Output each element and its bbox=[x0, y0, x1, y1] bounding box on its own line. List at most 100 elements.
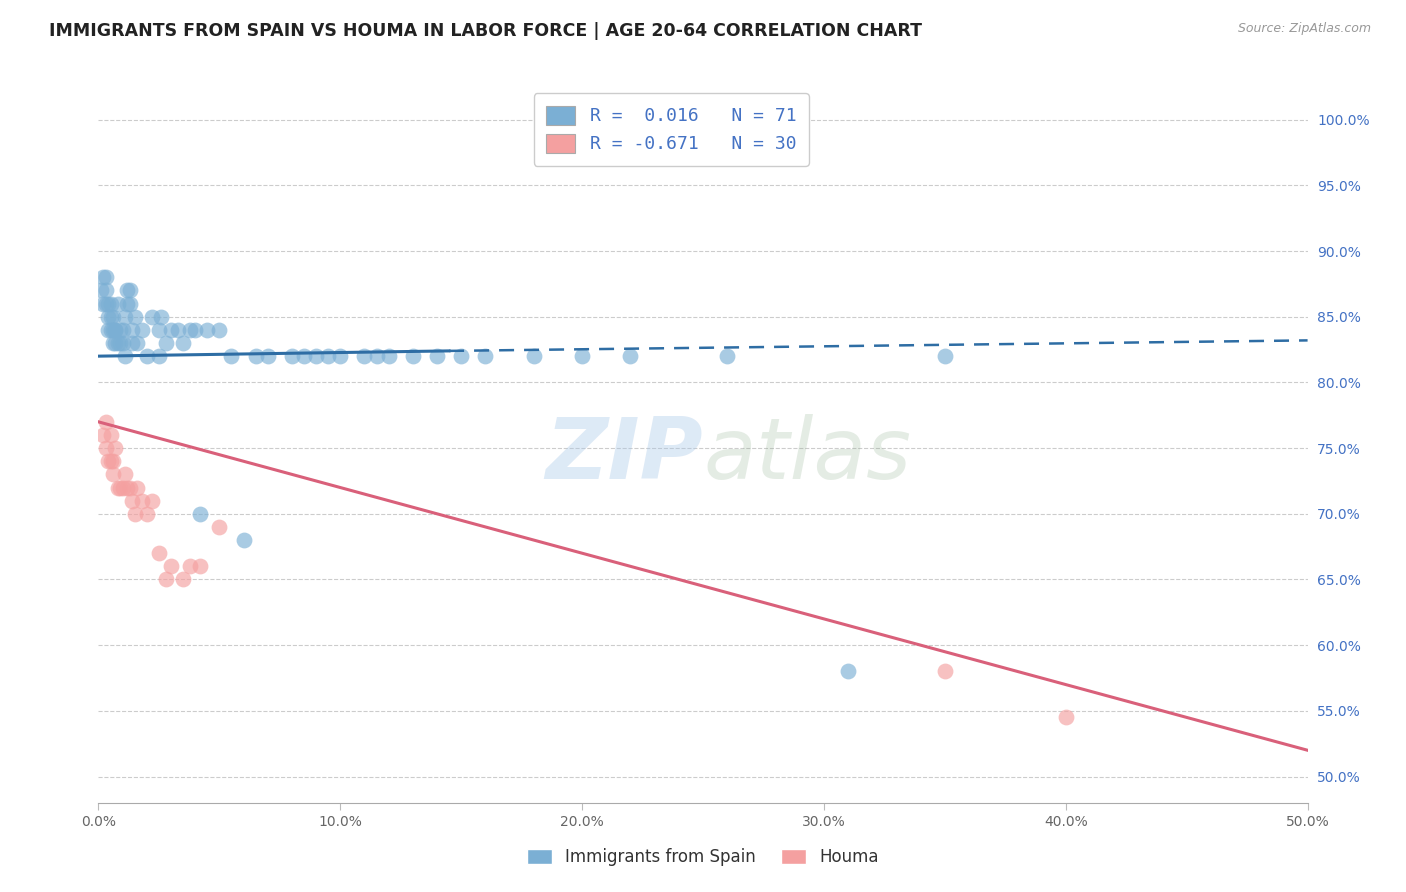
Point bbox=[91, 296, 114, 310]
Point bbox=[97, 296, 120, 310]
Point bbox=[256, 349, 278, 363]
Point bbox=[141, 493, 163, 508]
Point bbox=[232, 533, 254, 547]
Point bbox=[131, 493, 153, 508]
Point bbox=[195, 323, 218, 337]
Point bbox=[1054, 710, 1077, 724]
Point bbox=[101, 323, 124, 337]
Point bbox=[188, 559, 211, 574]
Point bbox=[101, 310, 124, 324]
Point bbox=[366, 349, 388, 363]
Point bbox=[127, 336, 149, 351]
Point bbox=[100, 310, 122, 324]
Point bbox=[450, 349, 472, 363]
Point bbox=[108, 481, 131, 495]
Point bbox=[104, 323, 127, 337]
Point bbox=[402, 349, 425, 363]
Point bbox=[100, 296, 122, 310]
Point bbox=[155, 336, 177, 351]
Point bbox=[90, 284, 112, 298]
Point bbox=[101, 467, 124, 482]
Point bbox=[148, 349, 170, 363]
Point bbox=[523, 349, 546, 363]
Point bbox=[97, 310, 120, 324]
Point bbox=[245, 349, 267, 363]
Point bbox=[108, 336, 131, 351]
Point bbox=[94, 296, 117, 310]
Point bbox=[208, 520, 231, 534]
Point bbox=[111, 481, 134, 495]
Point bbox=[121, 336, 143, 351]
Point bbox=[179, 559, 201, 574]
Point bbox=[150, 310, 173, 324]
Point bbox=[94, 415, 117, 429]
Point bbox=[353, 349, 375, 363]
Point bbox=[571, 349, 593, 363]
Point bbox=[91, 270, 114, 285]
Point bbox=[114, 467, 136, 482]
Point bbox=[121, 493, 143, 508]
Legend: Immigrants from Spain, Houma: Immigrants from Spain, Houma bbox=[520, 842, 886, 873]
Point bbox=[104, 336, 127, 351]
Point bbox=[107, 481, 129, 495]
Point bbox=[121, 323, 143, 337]
Point bbox=[160, 323, 183, 337]
Point bbox=[316, 349, 339, 363]
Point bbox=[292, 349, 315, 363]
Point bbox=[305, 349, 328, 363]
Point bbox=[934, 665, 956, 679]
Point bbox=[104, 323, 127, 337]
Point bbox=[94, 441, 117, 455]
Point bbox=[160, 559, 183, 574]
Point bbox=[91, 428, 114, 442]
Point bbox=[155, 573, 177, 587]
Point bbox=[148, 323, 170, 337]
Point bbox=[104, 441, 127, 455]
Text: IMMIGRANTS FROM SPAIN VS HOUMA IN LABOR FORCE | AGE 20-64 CORRELATION CHART: IMMIGRANTS FROM SPAIN VS HOUMA IN LABOR … bbox=[49, 22, 922, 40]
Point bbox=[124, 310, 146, 324]
Point bbox=[111, 336, 134, 351]
Point bbox=[97, 454, 120, 468]
Point bbox=[281, 349, 304, 363]
Point bbox=[118, 296, 141, 310]
Point bbox=[135, 349, 157, 363]
Point bbox=[94, 270, 117, 285]
Point bbox=[117, 284, 139, 298]
Point bbox=[837, 665, 859, 679]
Point bbox=[114, 310, 136, 324]
Point bbox=[426, 349, 449, 363]
Point bbox=[94, 284, 117, 298]
Point bbox=[101, 336, 124, 351]
Point bbox=[127, 481, 149, 495]
Point bbox=[97, 323, 120, 337]
Point bbox=[934, 349, 956, 363]
Point bbox=[184, 323, 207, 337]
Legend: R =  0.016   N = 71, R = -0.671   N = 30: R = 0.016 N = 71, R = -0.671 N = 30 bbox=[534, 93, 808, 166]
Point bbox=[141, 310, 163, 324]
Point bbox=[107, 336, 129, 351]
Point bbox=[117, 296, 139, 310]
Point bbox=[131, 323, 153, 337]
Point bbox=[221, 349, 243, 363]
Point bbox=[108, 323, 131, 337]
Point bbox=[179, 323, 201, 337]
Text: atlas: atlas bbox=[703, 415, 911, 498]
Point bbox=[118, 481, 141, 495]
Point bbox=[111, 323, 134, 337]
Point bbox=[329, 349, 352, 363]
Point bbox=[100, 454, 122, 468]
Text: Source: ZipAtlas.com: Source: ZipAtlas.com bbox=[1237, 22, 1371, 36]
Point bbox=[100, 428, 122, 442]
Point bbox=[135, 507, 157, 521]
Point bbox=[148, 546, 170, 560]
Point bbox=[114, 349, 136, 363]
Point bbox=[619, 349, 641, 363]
Point bbox=[377, 349, 399, 363]
Text: ZIP: ZIP bbox=[546, 415, 703, 498]
Point bbox=[101, 454, 124, 468]
Point bbox=[118, 284, 141, 298]
Point bbox=[167, 323, 190, 337]
Point bbox=[117, 481, 139, 495]
Point bbox=[474, 349, 496, 363]
Point bbox=[107, 296, 129, 310]
